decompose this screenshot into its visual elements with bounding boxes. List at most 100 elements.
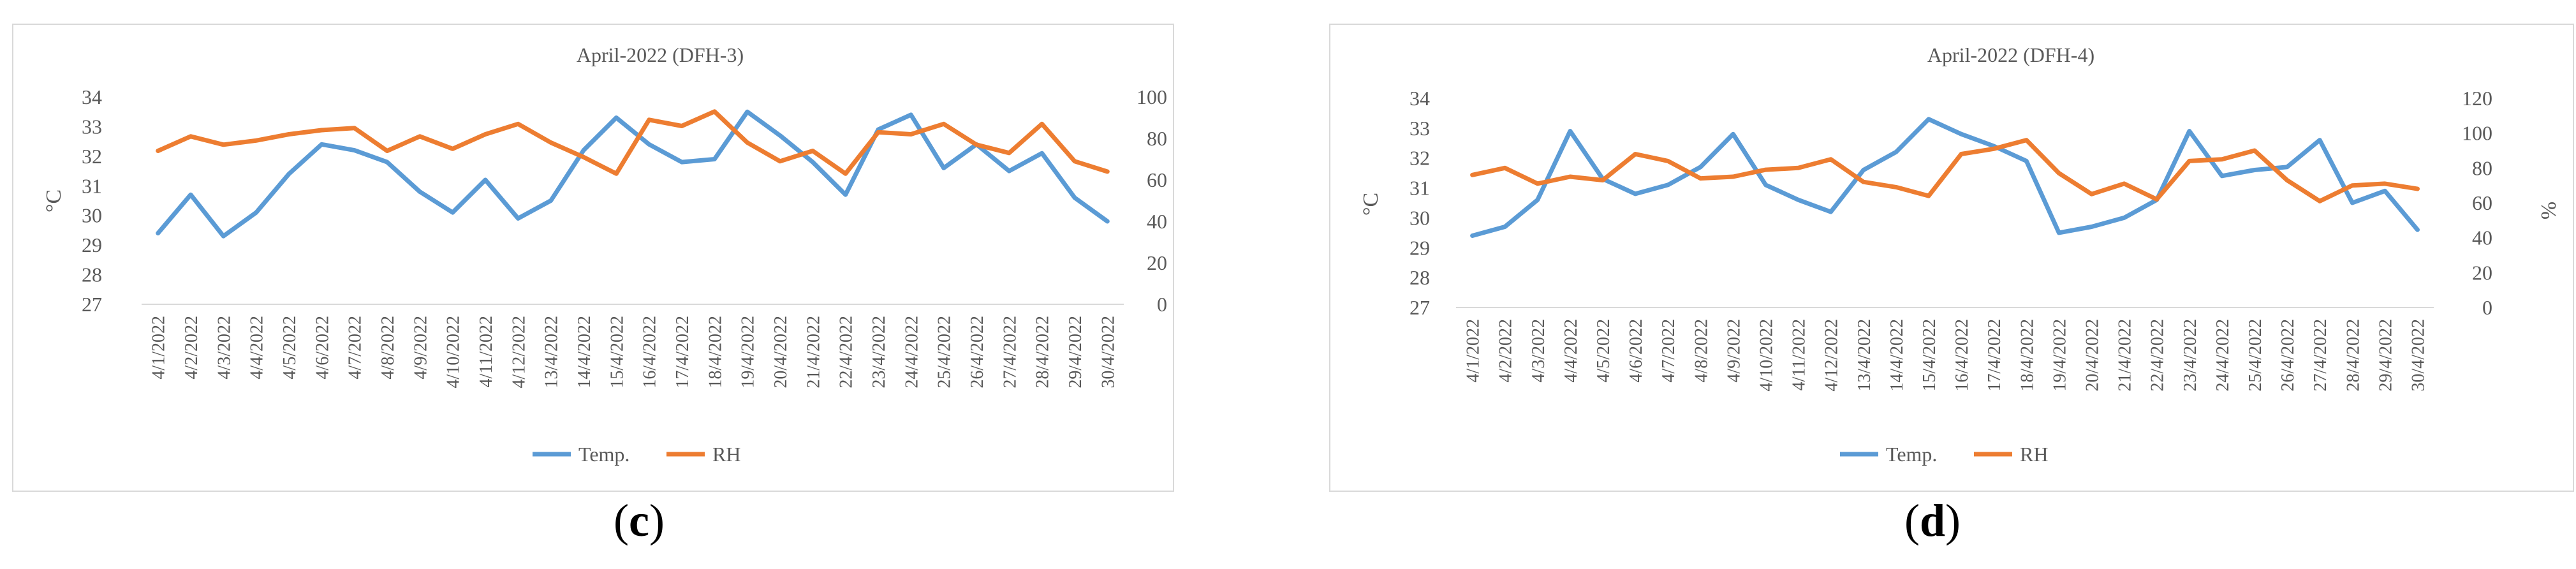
- y-tick-label: 30: [82, 204, 102, 227]
- legend-rh-label: RH: [712, 443, 740, 466]
- x-tick-label: 4/12/2022: [1822, 319, 1842, 392]
- x-tick-label: 4/5/2022: [280, 316, 300, 380]
- x-tick-label: 22/4/2022: [2148, 319, 2168, 392]
- x-tick-label: 13/4/2022: [1855, 319, 1874, 392]
- x-tick-label: 4/9/2022: [1724, 319, 1744, 383]
- y-tick-label: 27: [82, 293, 102, 316]
- x-tick-label: 4/11/2022: [1790, 319, 1809, 391]
- x-tick-label: 23/4/2022: [2181, 319, 2200, 392]
- y-tick-label: 34: [1409, 87, 1430, 110]
- x-tick-label: 4/8/2022: [378, 316, 398, 380]
- y2-tick-label: 0: [2482, 296, 2492, 319]
- temp-series-line: [156, 109, 1110, 239]
- x-tick-label: 4/6/2022: [313, 316, 332, 380]
- legend-temp-label: Temp.: [1886, 443, 1937, 466]
- x-tick-label: 4/3/2022: [1529, 319, 1549, 383]
- y-tick-label: 31: [82, 174, 102, 197]
- y2-tick-label: 0: [1157, 293, 1167, 316]
- y-tick-label: 34: [82, 85, 102, 108]
- chart-c-legend: Temp. RH: [533, 443, 740, 466]
- y2-tick-label: 120: [2462, 87, 2492, 110]
- x-tick-label: 28/4/2022: [2343, 319, 2363, 392]
- x-tick-label: 14/4/2022: [575, 316, 594, 388]
- x-tick-label: 17/4/2022: [673, 316, 693, 388]
- y2-tick-label: 60: [1147, 168, 1167, 191]
- y2-tick-label: 20: [1147, 251, 1167, 274]
- chart-d-legend: Temp. RH: [1840, 443, 2048, 466]
- x-tick-label: 4/2/2022: [1496, 319, 1516, 383]
- y-tick-label: 28: [82, 263, 102, 286]
- x-tick-label: 18/4/2022: [705, 316, 725, 388]
- x-tick-label: 22/4/2022: [837, 316, 857, 388]
- x-tick-label: 4/1/2022: [149, 316, 169, 380]
- temp-series-line: [1470, 117, 2420, 238]
- chart-panel-c: April-2022 (DFH-3) 27 28 29 30 31 32 33 34 0 20 4…: [0, 0, 1243, 501]
- x-tick-label: 4/6/2022: [1626, 319, 1646, 383]
- chart-c: April-2022 (DFH-3) 27 28 29 30 31 32 33 34 0 20 4…: [12, 24, 1243, 492]
- x-tick-label: 4/11/2022: [476, 316, 496, 388]
- y2-tick-label: 40: [2472, 226, 2492, 249]
- x-tick-label: 30/4/2022: [2408, 319, 2428, 392]
- chart-d: April-2022 (DFH-4) 27 28 29 30 31 32 33 34 0 20 4…: [1329, 24, 2574, 492]
- x-tick-label: 14/4/2022: [1887, 319, 1907, 392]
- x-tick-label: 15/4/2022: [1920, 319, 1939, 392]
- x-tick-label: 21/4/2022: [804, 316, 823, 388]
- x-tick-label: 26/4/2022: [968, 316, 987, 388]
- caption-d: (d): [1904, 495, 1961, 546]
- x-tick-label: 26/4/2022: [2278, 319, 2298, 392]
- y2-tick-label: 40: [1147, 210, 1167, 233]
- y-tick-label: 28: [1409, 266, 1430, 289]
- x-tick-label: 16/4/2022: [1952, 319, 1972, 392]
- x-tick-label: 18/4/2022: [2017, 319, 2037, 392]
- x-tick-label: 4/10/2022: [444, 316, 464, 388]
- x-tick-label: 20/4/2022: [771, 316, 791, 388]
- x-tick-label: 4/8/2022: [1691, 319, 1711, 383]
- x-tick-label: 4/2/2022: [182, 316, 202, 380]
- x-tick-label: 4/3/2022: [214, 316, 234, 380]
- x-tick-label: 24/4/2022: [902, 316, 922, 388]
- legend-rh-label: RH: [2020, 443, 2048, 466]
- x-tick-label: 4/12/2022: [509, 316, 529, 388]
- x-tick-label: 20/4/2022: [2082, 319, 2102, 392]
- y2-tick-label: 80: [2472, 156, 2492, 179]
- x-tick-label: 25/4/2022: [2246, 319, 2265, 392]
- x-tick-label: 27/4/2022: [1000, 316, 1020, 388]
- x-tick-label: 21/4/2022: [2116, 319, 2135, 392]
- y-tick-label: 32: [82, 145, 102, 168]
- x-tick-label: 27/4/2022: [2311, 319, 2330, 392]
- y-tick-label: 29: [1409, 236, 1430, 259]
- x-tick-label: 19/4/2022: [2050, 319, 2070, 392]
- caption-c: (c): [614, 495, 665, 546]
- x-tick-label: 4/10/2022: [1756, 319, 1776, 392]
- rh-series-line: [1470, 138, 2420, 203]
- x-tick-label: 29/4/2022: [2376, 319, 2396, 392]
- chart-c-frame: [12, 24, 1174, 492]
- x-tick-label: 15/4/2022: [607, 316, 627, 388]
- y2-tick-label: 80: [1147, 127, 1167, 150]
- x-tick-label: 30/4/2022: [1098, 316, 1118, 388]
- x-tick-label: 4/7/2022: [1659, 319, 1679, 383]
- y2-tick-label: 60: [2472, 191, 2492, 214]
- x-tick-label: 23/4/2022: [869, 316, 889, 388]
- y-tick-label: 33: [1409, 117, 1430, 140]
- x-tick-label: 4/1/2022: [1464, 319, 1483, 383]
- x-tick-label: 28/4/2022: [1033, 316, 1053, 388]
- y-tick-label: 31: [1409, 177, 1430, 200]
- x-tick-label: 16/4/2022: [640, 316, 660, 388]
- x-tick-label: 24/4/2022: [2213, 319, 2233, 392]
- chart-d-ylabel: °C: [1359, 193, 1383, 216]
- y2-tick-label: 20: [2472, 261, 2492, 284]
- chart-c-ylabel: °C: [42, 189, 66, 212]
- x-tick-label: 4/7/2022: [346, 316, 365, 380]
- y-tick-label: 29: [82, 233, 102, 256]
- chart-panel-d: April-2022 (DFH-4) 27 28 29 30 31 32 33 34 0 20 4…: [1327, 0, 2576, 501]
- chart-d-title: April-2022 (DFH-4): [1927, 43, 2094, 66]
- chart-d-frame: [1329, 24, 2574, 492]
- y2-tick-label: 100: [2462, 122, 2492, 145]
- x-tick-label: 17/4/2022: [1985, 319, 2005, 392]
- x-tick-label: 13/4/2022: [542, 316, 562, 388]
- x-tick-label: 25/4/2022: [935, 316, 955, 388]
- chart-d-y2label: %: [2536, 202, 2560, 219]
- x-tick-label: 4/4/2022: [247, 316, 267, 380]
- x-tick-label: 29/4/2022: [1066, 316, 1086, 388]
